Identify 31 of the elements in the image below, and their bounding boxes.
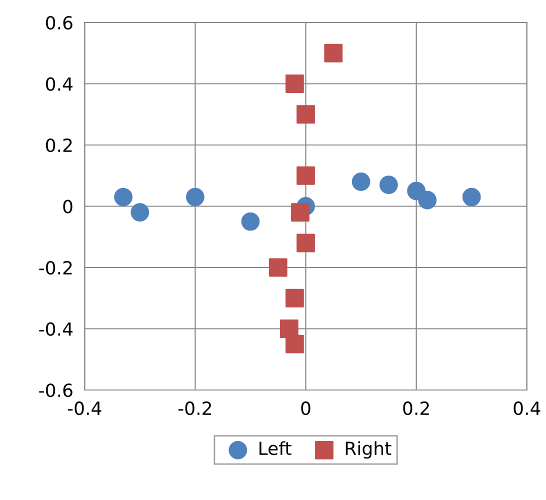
- point: [286, 288, 304, 308]
- y-tick-label: 0: [63, 200, 72, 214]
- y-tick-label: 0.6: [46, 16, 72, 30]
- point: [114, 188, 133, 206]
- y-tick-label: -0.6: [39, 383, 72, 398]
- point: [418, 190, 437, 210]
- x-tick-label: -0.2: [178, 401, 211, 416]
- point: [462, 188, 481, 206]
- point: [296, 166, 315, 185]
- y-tick-label: 0.2: [46, 138, 72, 152]
- point: [268, 258, 288, 277]
- x-tick-label: 0.2: [403, 401, 429, 416]
- point: [352, 172, 370, 191]
- x-tick-label: -0.4: [68, 401, 102, 416]
- x-tick-label: 0: [301, 401, 310, 416]
- point: [286, 74, 304, 93]
- point: [130, 203, 150, 222]
- point: [296, 105, 315, 124]
- x-tick-label: 0.4: [514, 401, 540, 416]
- legend-label: Left: [260, 441, 292, 456]
- point: [296, 234, 315, 252]
- point: [379, 176, 398, 194]
- legend-label: Right: [346, 441, 392, 459]
- point: [186, 188, 204, 206]
- point: [241, 212, 260, 231]
- point: [286, 334, 304, 354]
- y-tick-label: -0.4: [39, 322, 73, 336]
- point: [324, 44, 343, 62]
- y-tick-label: 0.4: [46, 77, 73, 91]
- y-tick-label: -0.2: [39, 260, 72, 275]
- point: [291, 203, 310, 222]
